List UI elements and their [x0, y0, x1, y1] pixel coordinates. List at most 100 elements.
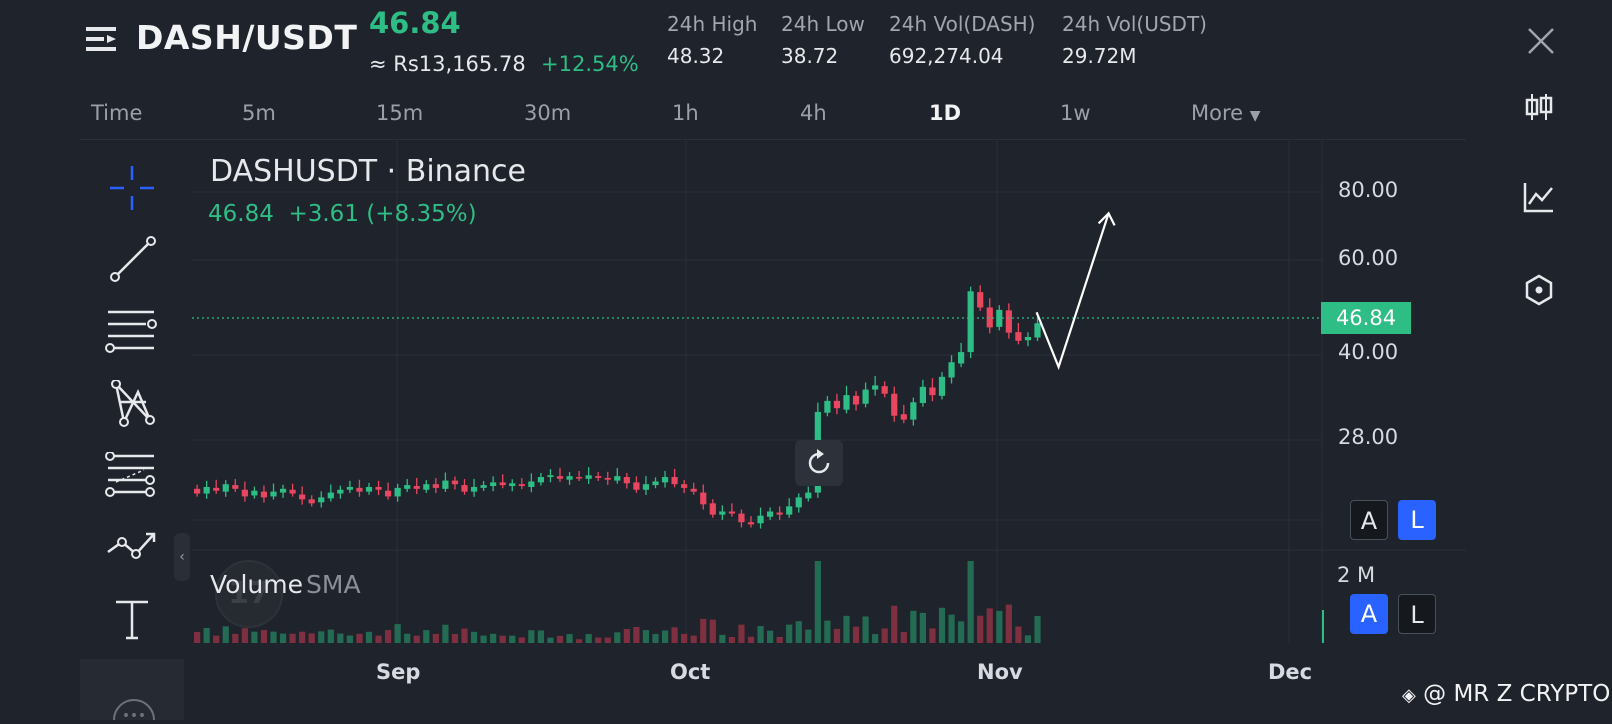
approx-local-price: ≈ Rs13,165.78 [369, 52, 526, 76]
stat-value-24h-low: 38.72 [781, 44, 839, 68]
watermark: ◈ @ MR Z CRYPTO [1402, 681, 1610, 707]
candle-body [289, 489, 296, 494]
toolbar-more-stub[interactable] [80, 659, 184, 721]
text-icon[interactable] [104, 596, 160, 644]
auto-scale-button[interactable]: A [1350, 500, 1388, 540]
volume-bar [213, 635, 220, 643]
x-tick: Oct [670, 660, 711, 684]
candle-body [881, 386, 888, 394]
tab-more[interactable]: More ▼ [1191, 101, 1261, 125]
candle-body [623, 477, 630, 484]
volume-bar [872, 634, 879, 643]
candle-body [690, 488, 697, 492]
candle-body [681, 484, 688, 488]
candle-body [241, 489, 248, 497]
volume-bar [509, 635, 516, 643]
candle-body [833, 400, 841, 409]
candle-body [1034, 323, 1041, 338]
volume-bar [451, 634, 459, 643]
candle-body [747, 522, 755, 525]
x-tick: Sep [376, 660, 421, 684]
candle-body [824, 400, 831, 413]
candle-body [423, 484, 430, 490]
volume-log-scale-button[interactable]: L [1398, 594, 1436, 634]
path-icon[interactable] [104, 524, 160, 572]
y-tick: 40.00 [1338, 340, 1399, 364]
volume-bar [795, 621, 802, 643]
volume-bar [852, 626, 860, 643]
tab-time[interactable]: Time [91, 101, 143, 125]
candle-body [260, 491, 268, 498]
volume-bar [709, 619, 716, 643]
volume-bar [394, 624, 401, 643]
candle-body [213, 487, 220, 491]
tab-30m[interactable]: 30m [524, 101, 572, 125]
candle-body [719, 511, 726, 515]
tab-15m[interactable]: 15m [376, 101, 424, 125]
close-icon[interactable] [1526, 26, 1556, 56]
chevron-down-icon: ▼ [1249, 108, 1261, 124]
pattern-icon[interactable] [104, 380, 160, 428]
projection-arrow [1035, 213, 1110, 371]
volume-bar [442, 624, 449, 643]
tab-5m[interactable]: 5m [242, 101, 276, 125]
fib-icon[interactable] [104, 452, 160, 500]
volume-bar [824, 620, 831, 643]
volume-bar [375, 635, 382, 643]
last-price: 46.84 [369, 6, 461, 40]
horizontal-lines-icon[interactable] [104, 308, 160, 356]
volume-bar [423, 630, 430, 643]
tab-1d[interactable]: 1D [929, 101, 962, 125]
y-tick: 80.00 [1338, 178, 1399, 202]
volume-bar [232, 633, 239, 643]
candle-body [862, 389, 869, 404]
candle-body [996, 309, 1003, 327]
volume-bar [671, 627, 678, 643]
pair-title[interactable]: DASH/USDT [136, 18, 358, 57]
candle-body [767, 511, 774, 517]
volume-bar [528, 630, 535, 643]
volume-auto-scale-button[interactable]: A [1350, 594, 1388, 634]
candle-body [642, 484, 650, 490]
volume-current-bar [1322, 610, 1324, 643]
x-tick: Dec [1268, 660, 1313, 684]
candle-body [566, 476, 573, 480]
volume-bar [308, 633, 315, 643]
tab-1h[interactable]: 1h [672, 101, 699, 125]
reset-chart-button[interactable] [795, 440, 843, 486]
candle-body [786, 506, 793, 515]
candle-body [900, 414, 907, 420]
menu-icon[interactable] [86, 24, 118, 56]
crosshair-icon[interactable] [104, 164, 160, 212]
candle-body [556, 476, 564, 479]
candlestick-icon[interactable] [1522, 90, 1556, 124]
candle-body [614, 476, 621, 481]
volume-bar [996, 610, 1003, 643]
candle-body [1015, 332, 1022, 341]
candle-body [700, 492, 707, 505]
candle-body [232, 485, 239, 489]
tab-1w[interactable]: 1w [1060, 101, 1091, 125]
binance-logo-icon: ◈ [1402, 685, 1416, 706]
volume-bar [786, 624, 793, 643]
volume-bar [461, 628, 468, 643]
volume-bar [566, 634, 573, 643]
log-scale-button[interactable]: L [1398, 500, 1436, 540]
volume-bar [958, 621, 965, 643]
tab-4h[interactable]: 4h [800, 101, 827, 125]
candle-body [528, 481, 535, 487]
stat-label-24h-low: 24h Low [781, 12, 865, 36]
volume-bar [938, 607, 946, 643]
line-chart-icon[interactable] [1522, 180, 1556, 214]
volume-bar [738, 624, 745, 643]
candle-body [203, 486, 210, 494]
trendline-icon[interactable] [104, 236, 160, 284]
candle-body [194, 488, 201, 494]
candle-body [356, 487, 363, 492]
candle-body [509, 483, 516, 487]
collapse-toolbar-button[interactable]: ‹ [174, 533, 190, 581]
hexagon-icon[interactable] [1522, 273, 1556, 307]
volume-bar [470, 631, 478, 643]
volume-bar [490, 633, 497, 643]
volume-bar [642, 630, 650, 643]
